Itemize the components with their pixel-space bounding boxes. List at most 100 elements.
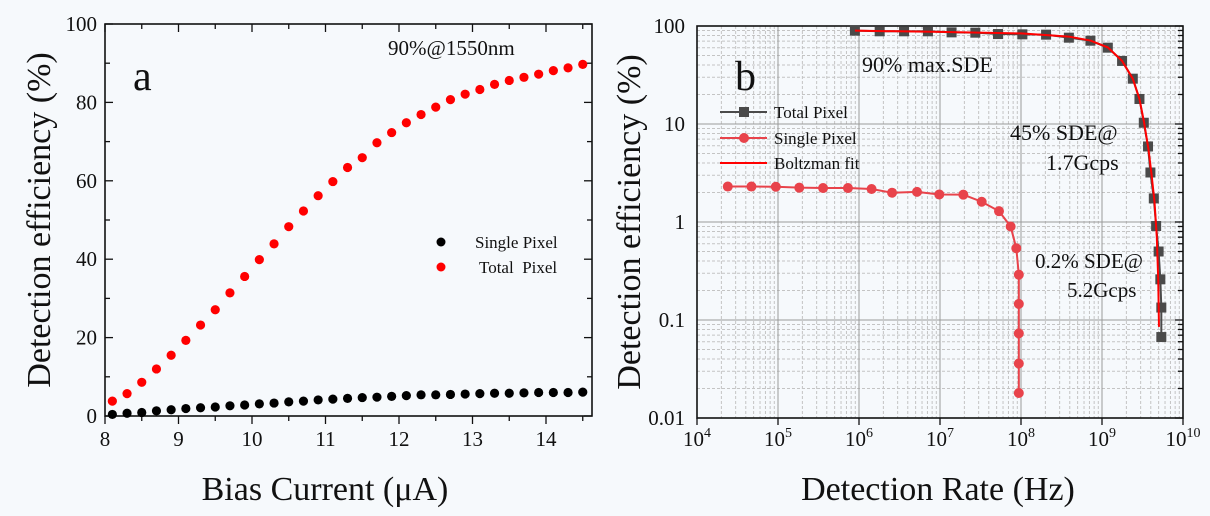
- single-pixel-point: [578, 387, 588, 397]
- single-pixel-point: [431, 390, 441, 400]
- tick-exponent: 6: [866, 426, 873, 441]
- panel-a-frame: [104, 23, 593, 417]
- legend-marker-total-pixel: [436, 262, 446, 272]
- annotation-5-2gcps: 5.2Gcps: [1067, 278, 1136, 302]
- single-pixel-point: [210, 402, 220, 412]
- single-pixel-point: [342, 393, 353, 403]
- total-pixel-point: [313, 191, 323, 201]
- total-pixel-point: [284, 222, 294, 232]
- x-tick-label: 105: [764, 426, 792, 451]
- single-pixel-point: [269, 398, 279, 408]
- total-pixel-point: [1063, 32, 1074, 43]
- single-pixel-point: [372, 392, 382, 402]
- panel-a-annotation: 90%@1550nm: [388, 36, 515, 60]
- single-pixel-point: [460, 389, 470, 399]
- single-pixel-point: [489, 388, 500, 398]
- total-pixel-point: [548, 66, 558, 76]
- legend-label: Boltzman fit: [774, 154, 860, 173]
- single-pixel-point: [746, 181, 757, 192]
- y-tick-label: 80: [76, 90, 97, 114]
- legend-marker-square: [739, 107, 749, 117]
- annotation-max-sde: 90% max.SDE: [862, 52, 993, 77]
- annotation-0-2-sde: 0.2% SDE@: [1035, 249, 1143, 273]
- tick-exponent: 4: [704, 426, 711, 441]
- tick-exponent: 9: [1109, 426, 1116, 441]
- single-pixel-point: [445, 389, 456, 400]
- tick-exponent: 5: [785, 426, 792, 441]
- tick-exponent: 10: [1187, 426, 1201, 441]
- tick-exponent: 8: [1028, 426, 1035, 441]
- total-pixel-point: [1155, 274, 1166, 285]
- y-tick-label: 100: [654, 14, 686, 38]
- single-pixel-point: [866, 184, 877, 195]
- total-pixel-point: [1156, 302, 1167, 313]
- single-pixel-point: [1013, 298, 1024, 309]
- single-pixel-point: [137, 407, 147, 418]
- total-pixel-point: [254, 254, 264, 265]
- x-tick-label: 104: [683, 426, 711, 451]
- x-tick-label: 10: [242, 427, 263, 451]
- single-pixel-point: [519, 388, 529, 398]
- boltzman-fit-line: [854, 29, 1160, 327]
- single-pixel-point: [504, 388, 514, 398]
- tick-base: 10: [845, 427, 866, 451]
- tick-base: 10: [926, 427, 947, 451]
- total-pixel-point: [137, 377, 147, 387]
- total-pixel-point: [578, 59, 588, 69]
- single-pixel-point: [240, 400, 250, 410]
- single-pixel-point: [548, 387, 558, 398]
- single-pixel-point: [166, 405, 176, 415]
- total-pixel-point: [342, 162, 353, 173]
- total-pixel-point: [387, 127, 397, 138]
- single-pixel-point: [254, 399, 264, 409]
- legend-label-total-pixel: Total Pixel: [479, 258, 557, 277]
- panel-a-chart: Detection efficiency (%) Bias Current (μ…: [21, 12, 593, 508]
- single-pixel-line: [727, 185, 1020, 393]
- single-pixel-point: [122, 408, 132, 418]
- single-pixel-point: [416, 390, 426, 400]
- single-pixel-point: [1005, 221, 1016, 232]
- y-tick-label: 0: [87, 404, 98, 428]
- single-pixel-point: [934, 189, 945, 200]
- legend-marker-circle: [739, 133, 749, 143]
- single-pixel-point: [1013, 328, 1024, 339]
- single-pixel-point: [770, 181, 781, 192]
- single-pixel-point: [958, 189, 969, 200]
- single-pixel-point: [887, 187, 898, 198]
- panel-a-xlabel: Bias Current (μA): [202, 471, 449, 508]
- x-tick-label: 109: [1088, 426, 1116, 451]
- single-pixel-point: [328, 394, 338, 404]
- single-pixel-point: [794, 182, 805, 193]
- total-pixel-point: [181, 335, 191, 345]
- single-pixel-point: [181, 403, 191, 414]
- tick-base: 10: [683, 427, 704, 451]
- total-pixel-point: [151, 364, 162, 374]
- single-pixel-point: [357, 392, 367, 403]
- single-pixel-point: [1013, 358, 1024, 369]
- single-pixel-point: [195, 403, 206, 413]
- single-pixel-point: [993, 206, 1004, 217]
- legend-label: Total Pixel: [774, 103, 848, 122]
- panel-a-legend: Single Pixel Total Pixel: [436, 233, 558, 277]
- total-pixel-point: [563, 63, 573, 73]
- y-tick-label: 60: [76, 169, 97, 193]
- total-pixel-point: [489, 79, 500, 89]
- tick-base: 10: [1088, 427, 1109, 451]
- x-tick-label: 12: [389, 427, 410, 451]
- single-pixel-point: [722, 181, 733, 192]
- x-tick-label: 8: [100, 427, 111, 451]
- x-tick-label: 14: [536, 427, 558, 451]
- total-pixel-point: [504, 75, 514, 86]
- y-tick-label: 100: [66, 12, 98, 36]
- single-pixel-point: [976, 196, 987, 207]
- single-pixel-point: [1013, 387, 1024, 398]
- legend-label-single-pixel: Single Pixel: [475, 233, 558, 252]
- total-pixel-point: [534, 69, 544, 79]
- x-tick-label: 1010: [1166, 426, 1201, 451]
- single-pixel-point: [151, 406, 162, 416]
- total-pixel-point: [269, 239, 279, 249]
- single-pixel-point: [842, 183, 853, 194]
- total-pixel-point: [195, 320, 206, 330]
- panel-b-xlabel: Detection Rate (Hz): [801, 471, 1075, 508]
